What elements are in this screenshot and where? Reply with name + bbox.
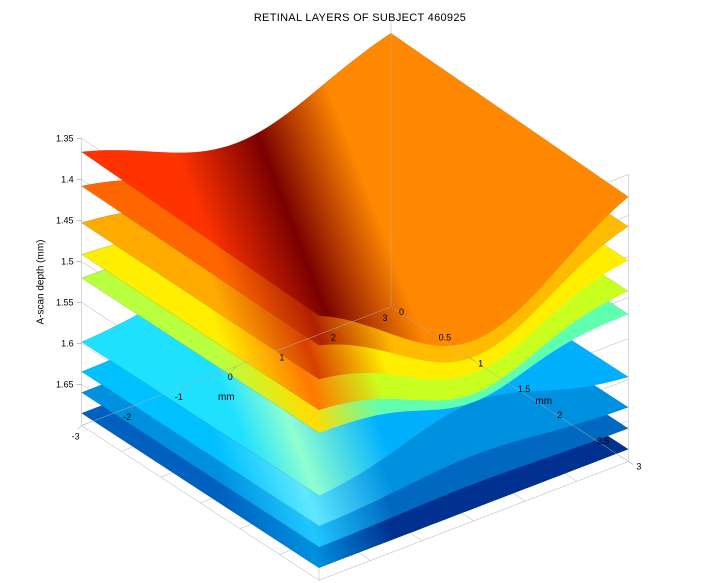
- svg-text:1.55: 1.55: [56, 298, 74, 308]
- svg-text:1.5: 1.5: [61, 256, 74, 266]
- svg-text:1: 1: [478, 358, 483, 368]
- svg-text:2: 2: [557, 410, 562, 420]
- svg-text:1.5: 1.5: [518, 384, 531, 394]
- svg-text:-2: -2: [123, 412, 131, 422]
- svg-text:3: 3: [382, 313, 387, 323]
- chart-container: RETINAL LAYERS OF SUBJECT 460925 1.351.4…: [0, 0, 720, 583]
- z-axis-label: A-scan depth (mm): [36, 239, 47, 324]
- svg-text:1.35: 1.35: [56, 133, 74, 143]
- svg-text:1.45: 1.45: [56, 215, 74, 225]
- svg-text:1.4: 1.4: [61, 174, 74, 184]
- surface-plot: 1.35 1.4 1.45 1.5 1.55 1.6 1.65 -3 -2 -1 0 1 2 3 0 0.5 1…: [0, 0, 720, 583]
- svg-text:1.6: 1.6: [61, 339, 74, 349]
- svg-text:-3: -3: [72, 432, 80, 442]
- svg-text:3: 3: [636, 462, 641, 472]
- y-axis-label: mm: [535, 396, 552, 407]
- svg-text:1: 1: [279, 352, 284, 362]
- svg-text:2.5: 2.5: [597, 436, 610, 446]
- svg-text:-1: -1: [175, 392, 183, 402]
- svg-text:2: 2: [331, 333, 336, 343]
- svg-text:0: 0: [228, 372, 233, 382]
- svg-text:0: 0: [399, 307, 404, 317]
- x-axis-label: mm: [218, 392, 235, 403]
- svg-text:0.5: 0.5: [439, 333, 452, 343]
- svg-text:1.65: 1.65: [56, 380, 74, 390]
